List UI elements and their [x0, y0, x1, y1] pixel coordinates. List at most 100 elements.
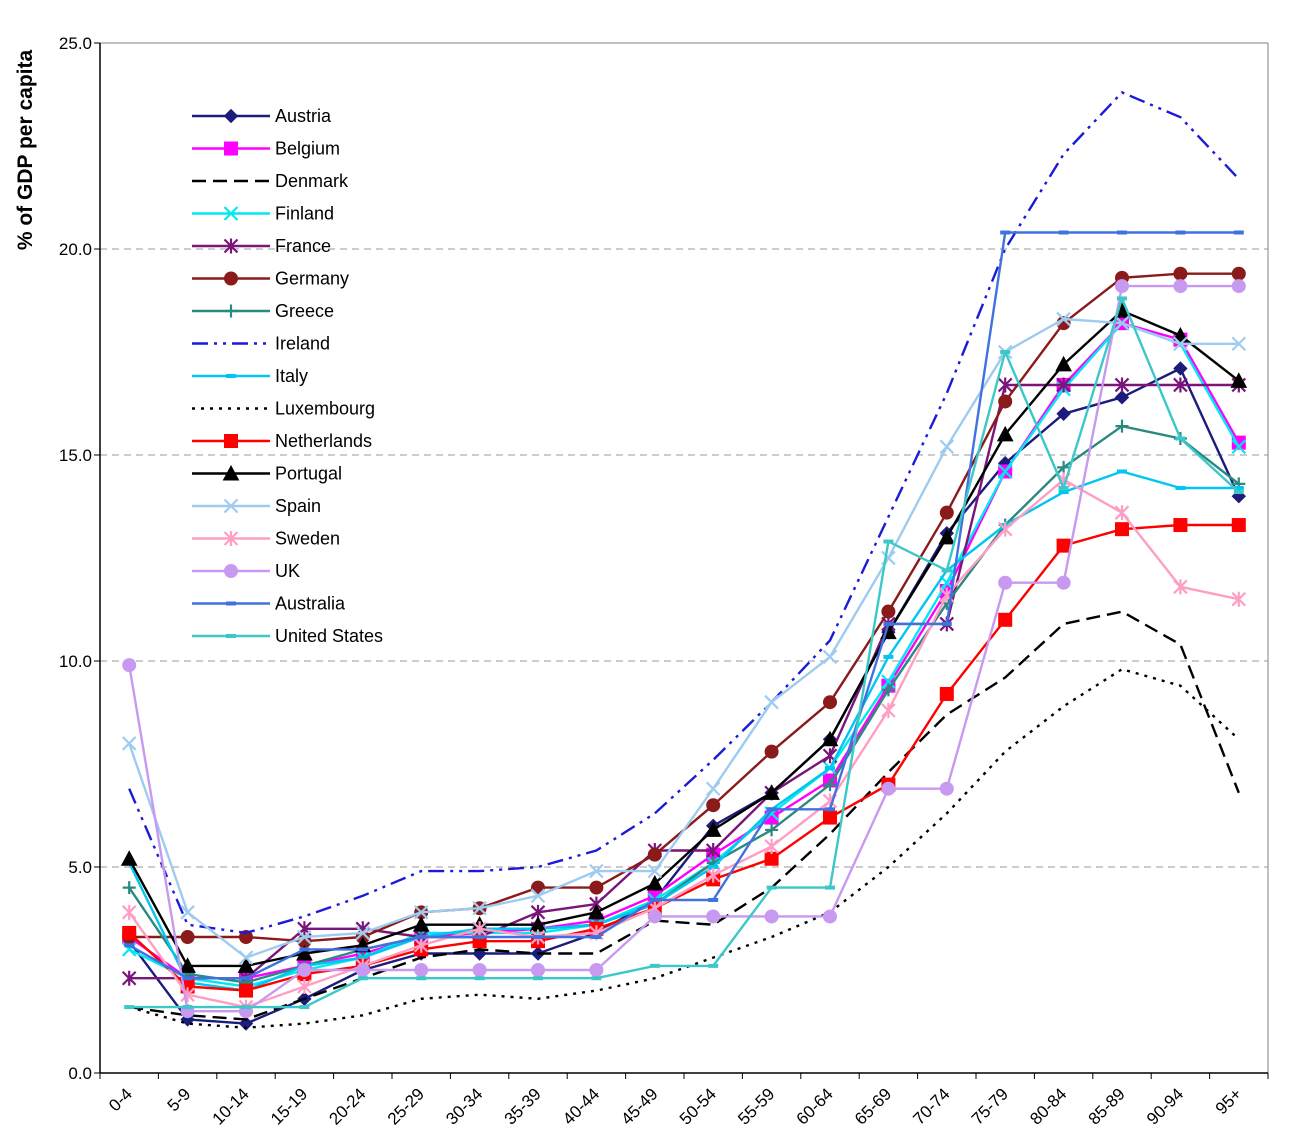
x-tick-label: 35-39: [501, 1084, 545, 1128]
data-point: [1058, 490, 1069, 495]
data-point: [998, 612, 1013, 627]
data-point: [121, 904, 137, 920]
legend-label: United States: [275, 626, 383, 646]
data-point: [179, 957, 196, 973]
data-point: [1114, 315, 1130, 331]
legend-label: Belgium: [275, 139, 340, 159]
data-point: [589, 880, 604, 895]
data-point: [998, 575, 1013, 590]
data-point: [299, 1005, 310, 1010]
legend-label: Spain: [275, 496, 321, 516]
x-tick-label: 40-44: [559, 1084, 603, 1128]
data-point: [649, 897, 660, 902]
y-tick-label: 0.0: [68, 1064, 92, 1083]
legend-item: Portugal: [192, 464, 342, 484]
legend-item: Greece: [192, 301, 334, 321]
data-point: [180, 930, 195, 945]
data-point: [237, 957, 255, 973]
data-point: [1115, 419, 1129, 433]
series-line: [128, 470, 1239, 992]
data-point: [646, 874, 664, 891]
data-point: [939, 686, 954, 701]
data-point: [825, 766, 835, 771]
data-point: [1230, 372, 1248, 388]
data-point: [823, 909, 837, 924]
data-point: [708, 963, 719, 968]
data-point: [704, 821, 722, 837]
data-point: [530, 888, 546, 904]
legend-item: UK: [192, 561, 300, 581]
data-point: [1173, 266, 1188, 281]
data-point: [1000, 230, 1011, 235]
data-point: [1233, 230, 1244, 235]
data-point: [297, 978, 312, 994]
data-point: [764, 909, 779, 924]
data-point: [533, 935, 543, 940]
data-point: [472, 921, 487, 937]
series-line: [128, 425, 1240, 984]
x-tick-label: 15-19: [267, 1084, 311, 1128]
data-point: [1056, 406, 1071, 422]
data-point: [705, 843, 721, 859]
legend-label: Netherlands: [275, 431, 372, 451]
data-point: [1231, 279, 1246, 294]
series-luxembourg: [128, 668, 1240, 1029]
data-point: [121, 736, 137, 751]
data-point: [1117, 296, 1127, 301]
x-tick-label: 85-89: [1085, 1084, 1129, 1128]
legend-item: Netherlands: [192, 431, 372, 451]
data-point: [297, 929, 312, 945]
data-point: [1056, 538, 1071, 553]
data-point: [883, 654, 894, 659]
data-point: [1055, 355, 1072, 372]
y-tick-label: 15.0: [59, 446, 92, 465]
data-point: [764, 851, 779, 866]
legend-item: Spain: [192, 496, 321, 516]
data-point: [414, 963, 429, 977]
legend-label: Italy: [275, 366, 308, 386]
data-point: [1173, 361, 1188, 376]
y-axis-title: % of GDP per capita: [14, 50, 37, 251]
legend-label: Germany: [275, 269, 349, 289]
data-point: [883, 621, 894, 626]
data-point: [413, 937, 429, 953]
data-point: [941, 568, 952, 573]
data-point: [766, 807, 777, 812]
legend-item: Ireland: [192, 334, 330, 354]
legend-label: Greece: [275, 301, 334, 321]
series-spain: [121, 311, 1247, 965]
legend: Austria Belgium Denmark Finland France German…: [192, 106, 383, 646]
data-point: [1056, 311, 1071, 327]
data-point: [881, 604, 896, 619]
data-point: [881, 674, 896, 689]
data-point: [823, 810, 837, 825]
series-line: [128, 478, 1240, 1009]
data-point: [224, 304, 238, 318]
data-point: [474, 935, 485, 940]
legend-item: France: [192, 236, 331, 256]
legend-item: Sweden: [192, 529, 340, 549]
legend-item: Denmark: [192, 171, 349, 191]
data-point: [238, 950, 254, 965]
data-point: [239, 930, 253, 945]
data-point: [647, 909, 662, 924]
series-uk: [122, 279, 1246, 1019]
data-point: [357, 955, 368, 960]
legend-item: Germany: [192, 269, 349, 289]
data-point: [589, 863, 604, 879]
data-point: [1231, 439, 1247, 455]
data-point: [182, 976, 193, 981]
data-point: [226, 634, 236, 638]
data-point: [180, 905, 195, 920]
series-ireland: [128, 91, 1240, 935]
data-point: [122, 658, 137, 673]
data-point: [124, 943, 135, 948]
legend-item: Belgium: [192, 139, 340, 159]
data-point: [1114, 377, 1130, 393]
data-point: [1173, 579, 1188, 595]
data-point: [357, 947, 368, 952]
data-point: [705, 867, 721, 883]
data-point: [226, 374, 236, 378]
data-point: [881, 683, 895, 697]
